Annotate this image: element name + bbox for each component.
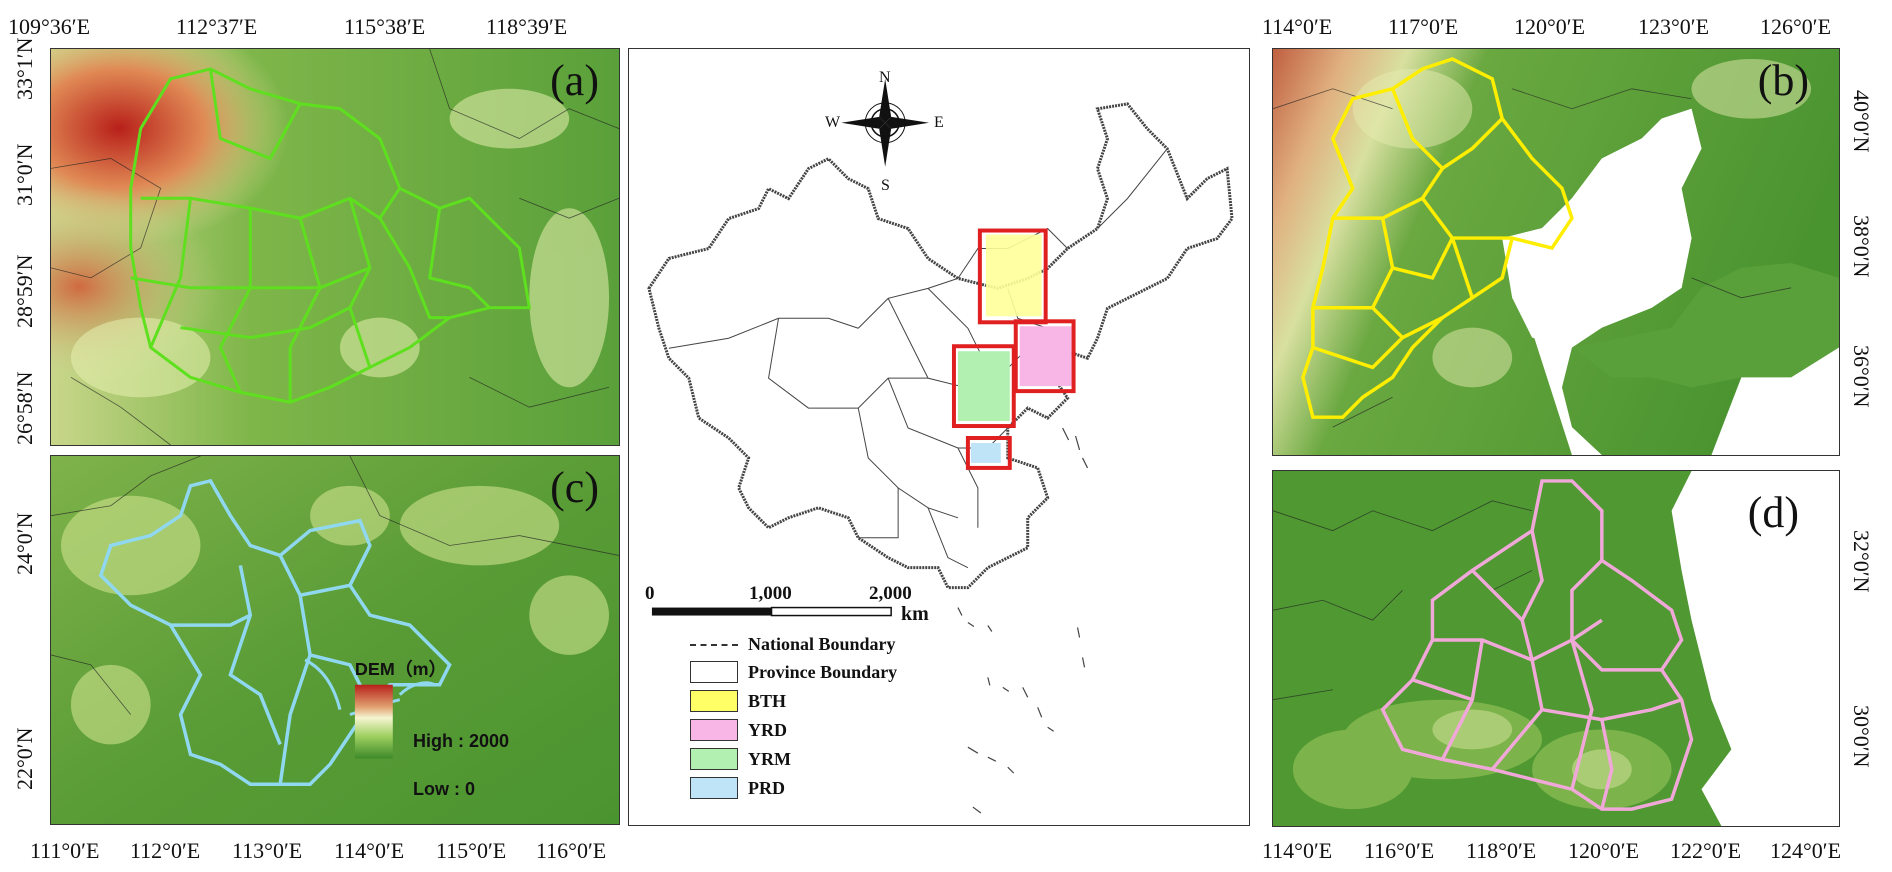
panel-b-boundary	[1301, 57, 1574, 419]
panel-d-lon-tick: 114°0′E	[1262, 838, 1333, 863]
legend-label: National Boundary	[748, 634, 896, 654]
panel-d-lon-tick: 116°0′E	[1364, 838, 1435, 863]
south-china-sea-islands	[957, 427, 1089, 814]
compass-s: S	[881, 177, 890, 194]
scale-bar	[651, 606, 892, 617]
panel-b-lon-tick: 123°0′E	[1638, 14, 1710, 39]
legend-yrm: YRM	[690, 748, 791, 770]
yrd-region-fill	[1019, 326, 1072, 387]
panel-c-lon-tick: 115°0′E	[436, 838, 507, 863]
dem-color-ramp	[354, 684, 393, 759]
legend-label: YRM	[748, 748, 791, 769]
compass-w: W	[825, 114, 841, 131]
national-boundary-symbol	[690, 643, 738, 646]
panel-d-lon-tick: 120°0′E	[1568, 838, 1640, 863]
yrm-swatch	[690, 748, 738, 770]
china-national-boundary	[647, 102, 1234, 590]
panel-a-lat-tick: 28°59′N	[12, 254, 37, 329]
dem-legend-low: Low : 0	[413, 779, 475, 799]
compass-e: E	[934, 114, 944, 131]
dem-legend-high: High : 2000	[413, 731, 510, 751]
scale-label-0: 0	[645, 583, 655, 604]
panel-a-lon-tick: 118°39′E	[486, 14, 568, 39]
compass-n: N	[879, 69, 891, 86]
yrm-region-fill	[957, 351, 1010, 422]
yrd-box	[1013, 319, 1076, 394]
dem-legend: DEM（m）	[355, 659, 447, 679]
legend-label: BTH	[748, 690, 787, 711]
panel-a-lat-tick: 33°1′N	[12, 37, 37, 101]
panel-b-lon-tick: 120°0′E	[1514, 14, 1586, 39]
panel-c-lon-tick: 113°0′E	[232, 838, 303, 863]
legend-province-boundary: Province Boundary	[690, 661, 897, 683]
panel-a-lon-tick: 112°37′E	[176, 14, 258, 39]
panel-a-map: (a)	[50, 48, 620, 446]
panel-d-lat-tick: 30°0′N	[1849, 705, 1874, 768]
prd-swatch	[690, 777, 738, 799]
panel-a-label: (a)	[550, 56, 599, 105]
legend-label: YRD	[748, 719, 787, 740]
panel-c-lon-tick: 112°0′E	[130, 838, 201, 863]
scale-unit: km	[901, 603, 929, 625]
province-boundary-swatch	[690, 661, 738, 683]
scale-label-1000: 1,000	[749, 583, 792, 604]
panel-c-lon-tick: 116°0′E	[536, 838, 607, 863]
panel-c-lat-tick: 22°0′N	[12, 727, 37, 791]
panel-b-lat-tick: 36°0′N	[1849, 345, 1874, 408]
legend-label: PRD	[748, 777, 785, 798]
panel-a-dem	[51, 49, 619, 445]
panel-d-lon-tick: 122°0′E	[1670, 838, 1742, 863]
legend-prd: PRD	[690, 777, 785, 799]
china-overview-map: N S E W 0 1,000 2,000 km	[628, 48, 1250, 826]
bth-swatch	[690, 690, 738, 712]
panel-d-dem	[1273, 471, 1839, 826]
panel-b-dem	[1273, 49, 1839, 455]
panel-c-label: (c)	[550, 463, 599, 512]
panel-a-lat-tick: 26°58′N	[12, 371, 37, 446]
dem-legend-title: DEM（m）	[355, 659, 447, 679]
panel-d-lon-tick: 118°0′E	[1466, 838, 1537, 863]
panel-b-lon-tick: 114°0′E	[1262, 14, 1333, 39]
panel-d-boundary	[1380, 479, 1694, 811]
panel-d-map: (d)	[1272, 470, 1840, 827]
scale-label-2000: 2,000	[869, 583, 912, 604]
china-map	[647, 78, 1234, 814]
panel-b-label: (b)	[1757, 56, 1809, 105]
region-highlight-boxes	[951, 228, 1076, 470]
panel-d-label: (d)	[1747, 488, 1799, 537]
panel-a-lat-tick: 31°0′N	[12, 143, 37, 207]
panel-b-lon-tick: 126°0′E	[1760, 14, 1832, 39]
yrd-swatch	[690, 719, 738, 741]
legend-bth: BTH	[690, 690, 786, 712]
panel-b-lon-tick: 117°0′E	[1388, 14, 1459, 39]
yrm-box	[951, 344, 1016, 429]
bth-box	[977, 228, 1048, 325]
prd-region-fill	[970, 442, 1001, 463]
compass-rose	[841, 78, 930, 167]
panel-a-lon-tick: 109°36′E	[8, 14, 91, 39]
panel-a-lon-tick: 115°38′E	[344, 14, 426, 39]
panel-c-lon-tick: 111°0′E	[30, 838, 100, 863]
panel-a-boundary	[129, 67, 532, 404]
panel-b-map: (b)	[1272, 48, 1840, 456]
bth-region-fill	[985, 234, 1042, 317]
panel-c-lon-tick: 114°0′E	[334, 838, 405, 863]
panel-b-lat-tick: 38°0′N	[1849, 215, 1874, 278]
panel-d-lat-tick: 32°0′N	[1849, 530, 1874, 593]
panel-d-lon-tick: 124°0′E	[1770, 838, 1842, 863]
panel-c-map: DEM（m） (c) High : 2000 Low : 0	[50, 455, 620, 825]
legend-national-boundary: National Boundary	[690, 634, 896, 655]
panel-c-lat-tick: 24°0′N	[12, 512, 37, 576]
prd-box	[965, 436, 1012, 470]
panel-c-dem: DEM（m）	[51, 456, 619, 824]
legend-yrd: YRD	[690, 719, 787, 741]
legend-label: Province Boundary	[748, 661, 898, 682]
panel-b-lat-tick: 40°0′N	[1849, 90, 1874, 153]
